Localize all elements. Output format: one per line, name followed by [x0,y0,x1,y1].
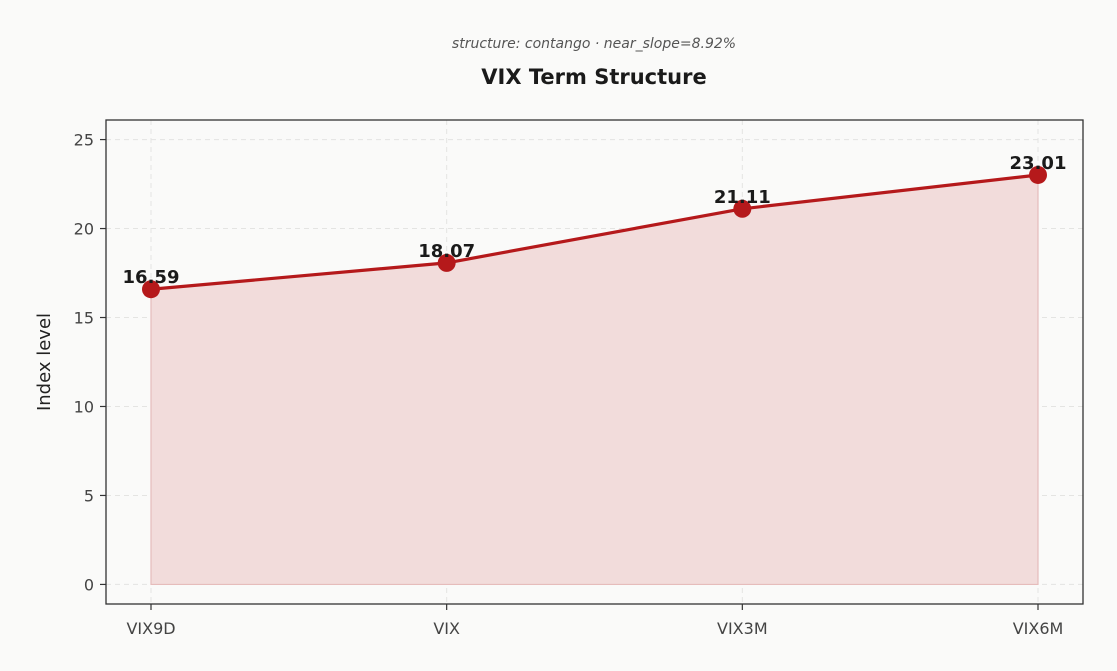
data-label: 23.01 [1010,153,1067,174]
chart-subtitle: structure: contango · near_slope=8.92% [452,36,736,52]
data-point [1029,165,1047,184]
x-tick-label: VIX [433,619,460,638]
data-label: 21.11 [714,187,771,208]
data-point [142,280,160,299]
y-tick-label: 25 [74,131,94,150]
y-tick-label: 15 [74,309,94,328]
data-label: 18.07 [418,241,475,262]
y-tick-label: 0 [84,575,94,594]
data-point [733,199,752,218]
series-line-path [150,173,1039,291]
x-axis-ticks: VIX9D VIX VIX3M VIX6M [126,604,1063,638]
x-tick-label: VIX6M [1013,619,1064,638]
markers [142,165,1047,299]
data-point [437,253,456,272]
x-tick-label: VIX9D [126,619,175,638]
series-line [150,173,1039,291]
chart-title: VIX Term Structure [481,65,706,89]
data-label: 16.59 [123,267,180,288]
y-tick-label: 10 [74,397,94,416]
data-labels: 16.59 18.07 21.11 23.01 [123,153,1067,288]
y-tick-label: 5 [84,486,94,505]
plot-frame [105,119,1084,605]
x-tick-label: VIX3M [717,619,768,638]
y-tick-label: 20 [74,220,94,239]
y-axis-label: Index level [34,313,55,411]
y-axis-ticks: 0 5 10 15 20 25 [74,131,106,594]
